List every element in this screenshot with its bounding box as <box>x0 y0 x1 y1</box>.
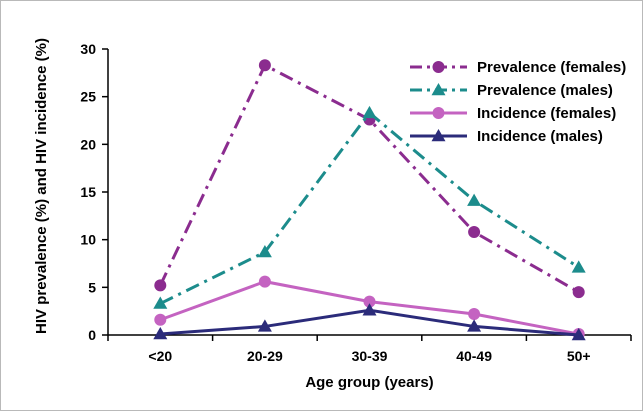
x-tick-label: 40-49 <box>456 348 492 364</box>
legend-marker <box>431 129 446 142</box>
x-tick-label: 20-29 <box>247 348 283 364</box>
y-tick-label: 15 <box>80 184 96 200</box>
y-axis-title: HIV prevalence (%) and HIV incidence (%) <box>33 38 50 334</box>
legend-label: Incidence (females) <box>477 105 616 122</box>
legend-label: Incidence (males) <box>477 128 603 145</box>
data-point <box>257 245 272 258</box>
data-point <box>153 296 168 309</box>
legend-marker <box>432 107 445 119</box>
y-tick-label: 0 <box>88 327 96 343</box>
legend-item: Incidence (females) <box>410 105 616 122</box>
legend-marker <box>431 83 446 96</box>
x-axis-title: Age group (years) <box>305 374 433 391</box>
data-point <box>572 286 585 299</box>
legend: Prevalence (females) Prevalence (males) In… <box>410 59 626 145</box>
y-tick-labels: 0 5 10 15 20 25 30 <box>80 41 108 343</box>
data-point <box>154 313 167 326</box>
y-tick-label: 20 <box>80 136 96 152</box>
legend-item: Incidence (males) <box>410 128 603 145</box>
x-tick-label: <20 <box>148 348 172 364</box>
data-point <box>363 295 376 308</box>
data-point <box>468 226 481 239</box>
series-1 <box>154 59 585 299</box>
series-line <box>158 63 580 294</box>
data-point <box>571 260 586 273</box>
y-tick-label: 30 <box>80 41 96 57</box>
data-point <box>362 105 377 119</box>
y-tick-label: 5 <box>88 279 96 295</box>
x-tick-label: 50+ <box>567 348 591 364</box>
data-point <box>154 279 167 292</box>
data-point <box>468 308 481 321</box>
legend-marker <box>432 61 445 73</box>
data-point <box>258 59 271 72</box>
series-4 <box>153 303 586 341</box>
series-layer <box>153 59 586 341</box>
x-tick-labels: <20 20-29 30-39 40-49 50+ <box>107 335 632 364</box>
y-tick-label: 10 <box>80 232 96 248</box>
data-point <box>467 193 482 206</box>
data-point <box>258 275 271 288</box>
y-tick-label: 25 <box>80 89 96 105</box>
data-point <box>362 303 377 316</box>
data-point <box>467 319 482 332</box>
data-point <box>571 328 586 341</box>
legend-item: Prevalence (males) <box>410 82 613 99</box>
series-2 <box>153 105 586 309</box>
x-tick-label: 30-39 <box>352 348 388 364</box>
legend-item: Prevalence (females) <box>410 59 626 76</box>
legend-label: Prevalence (males) <box>477 82 613 99</box>
legend-label: Prevalence (females) <box>477 59 626 76</box>
data-point <box>257 319 272 332</box>
data-point <box>153 327 168 340</box>
